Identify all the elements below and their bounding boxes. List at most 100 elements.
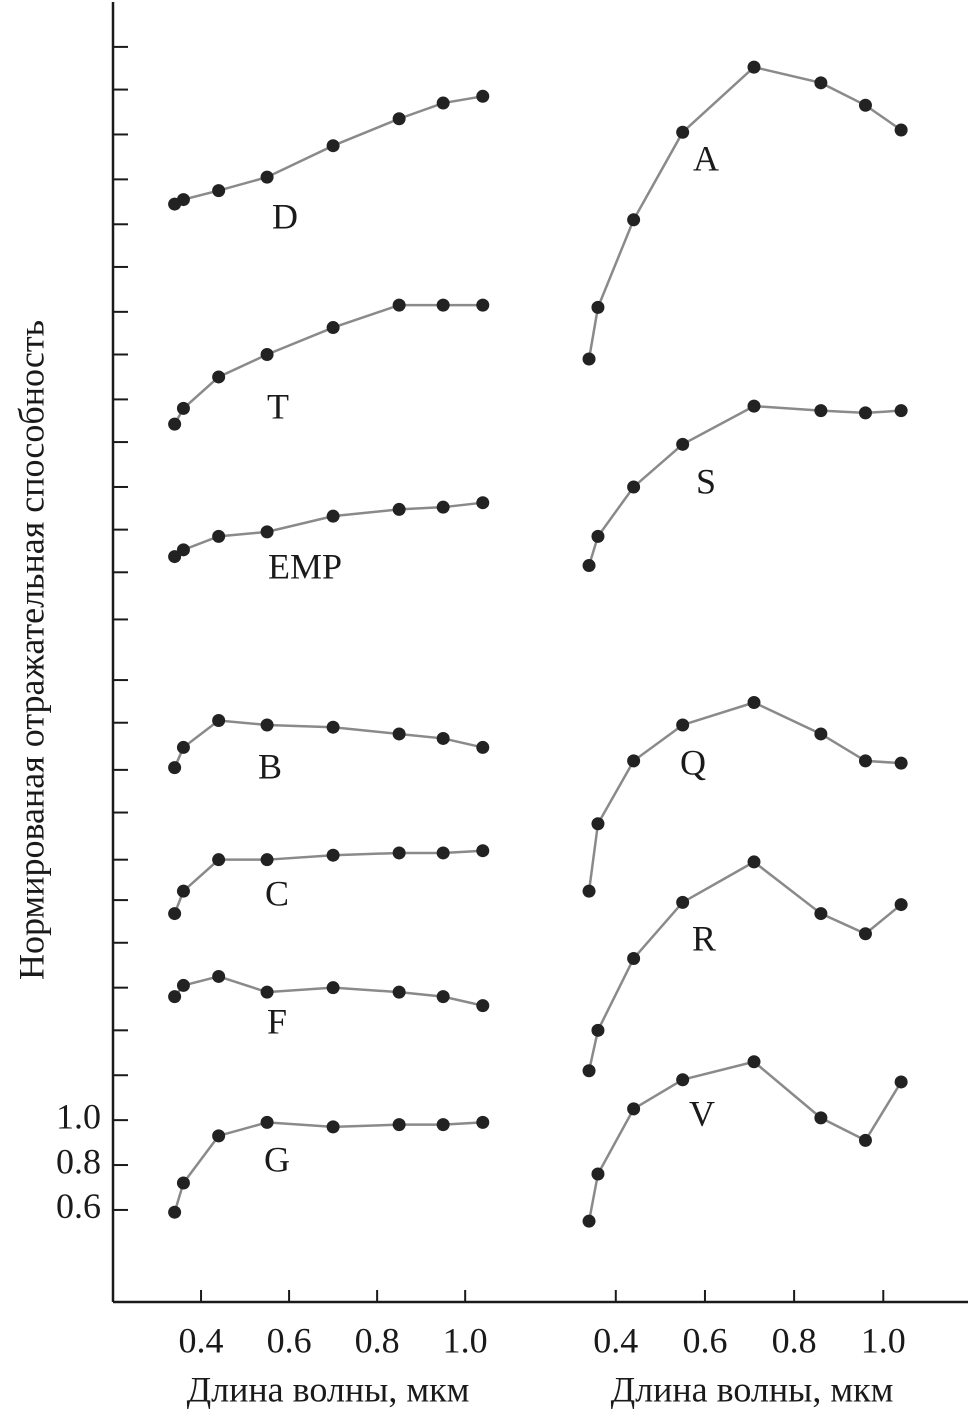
series-line [173, 719, 484, 769]
data-point [212, 370, 226, 384]
data-point [747, 696, 761, 710]
data-point [591, 817, 605, 831]
data-point [627, 754, 641, 768]
series-line [173, 303, 483, 425]
data-point [326, 981, 340, 995]
x-tick-label: 0.6 [682, 1320, 727, 1360]
data-point [676, 895, 690, 909]
y-tick-label: 1.0 [56, 1096, 101, 1136]
data-point [676, 1073, 690, 1087]
series-line [173, 1121, 483, 1213]
data-point [168, 1205, 182, 1219]
data-point [582, 559, 596, 573]
data-point [436, 1118, 450, 1132]
series-label: G [264, 1139, 290, 1179]
data-point [676, 718, 690, 732]
data-point [392, 112, 406, 126]
data-point [476, 496, 490, 510]
series-label: D [272, 196, 298, 236]
data-point [168, 550, 182, 564]
data-point [814, 1111, 828, 1125]
data-point [326, 720, 340, 734]
data-point [894, 756, 908, 770]
data-point [212, 969, 226, 983]
data-point [894, 1075, 908, 1089]
series-line [587, 701, 902, 892]
x-axis-label: Длина волны, мкм [187, 1369, 470, 1409]
x-tick-label: 1.0 [861, 1320, 906, 1360]
data-point [627, 480, 641, 494]
data-point [212, 1129, 226, 1143]
data-point [676, 125, 690, 139]
data-point [627, 951, 641, 965]
data-point [212, 713, 226, 727]
data-point [894, 123, 908, 137]
data-point [591, 1023, 605, 1037]
data-point [326, 1120, 340, 1134]
x-tick-label: 0.8 [355, 1320, 400, 1360]
data-point [392, 502, 406, 516]
series-label: Q [680, 742, 706, 782]
data-point [436, 731, 450, 745]
data-point [476, 999, 490, 1013]
data-point [176, 740, 190, 754]
data-point [392, 298, 406, 312]
data-point [212, 853, 226, 867]
data-point [436, 846, 450, 860]
data-point [260, 170, 274, 184]
data-point [747, 1055, 761, 1069]
data-point [260, 1115, 274, 1129]
data-point [326, 848, 340, 862]
series-line [587, 860, 902, 1072]
series-label: S [696, 461, 716, 501]
data-point [326, 321, 340, 335]
data-point [168, 761, 182, 775]
data-point [176, 543, 190, 557]
data-point [591, 529, 605, 543]
data-point [168, 417, 182, 431]
data-point [476, 1115, 490, 1129]
y-tick-label: 0.6 [56, 1186, 101, 1226]
series-line [173, 849, 483, 915]
x-axis-label: Длина волны, мкм [611, 1369, 894, 1409]
data-point [858, 754, 872, 768]
data-point [858, 406, 872, 420]
data-point [747, 855, 761, 869]
series-label: A [693, 138, 719, 178]
data-point [814, 76, 828, 90]
x-tick-label: 0.6 [267, 1320, 312, 1360]
data-point [168, 907, 182, 921]
series-label: V [689, 1093, 715, 1133]
data-point [436, 990, 450, 1004]
data-point [747, 60, 761, 74]
data-point [894, 404, 908, 418]
data-point [260, 853, 274, 867]
data-point [591, 1167, 605, 1181]
data-point [858, 1133, 872, 1147]
data-point [176, 193, 190, 207]
data-point [814, 907, 828, 921]
series-label: R [692, 918, 716, 958]
data-point [747, 399, 761, 413]
y-tick-label: 0.8 [56, 1141, 101, 1181]
data-point [582, 1214, 596, 1228]
data-point [676, 437, 690, 451]
series-label: EMP [268, 546, 342, 586]
data-point [326, 509, 340, 523]
series-label: F [267, 1001, 287, 1041]
data-point [260, 348, 274, 362]
series-label: B [258, 746, 282, 786]
data-point [591, 300, 605, 314]
data-point [582, 1064, 596, 1078]
x-tick-label: 0.4 [179, 1320, 224, 1360]
data-point [476, 740, 490, 754]
data-point [176, 884, 190, 898]
data-point [176, 1176, 190, 1190]
x-tick-label: 0.4 [593, 1320, 638, 1360]
series-line [587, 1060, 903, 1222]
data-point [392, 985, 406, 999]
data-point [476, 298, 490, 312]
data-point [212, 184, 226, 198]
data-point [392, 1118, 406, 1132]
